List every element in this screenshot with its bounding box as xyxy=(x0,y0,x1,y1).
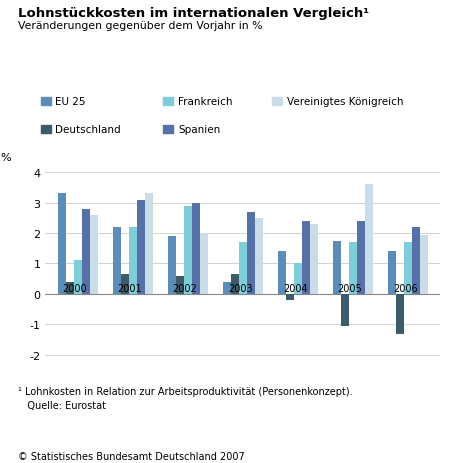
Bar xyxy=(113,227,121,294)
Bar xyxy=(255,219,263,294)
Text: Lohnstückkosten im internationalen Vergleich¹: Lohnstückkosten im internationalen Vergl… xyxy=(18,7,369,20)
Bar xyxy=(168,237,176,294)
Bar xyxy=(145,194,153,294)
Text: © Statistisches Bundesamt Deutschland 2007: © Statistisches Bundesamt Deutschland 20… xyxy=(18,451,245,462)
Text: 2000: 2000 xyxy=(63,284,87,294)
Bar xyxy=(176,276,184,294)
Text: 2005: 2005 xyxy=(338,284,362,294)
Text: 2006: 2006 xyxy=(393,284,417,294)
Bar xyxy=(192,203,200,294)
Bar xyxy=(247,212,255,294)
Bar xyxy=(239,243,247,294)
Text: 2004: 2004 xyxy=(283,284,307,294)
Bar xyxy=(404,243,412,294)
Bar xyxy=(341,294,349,326)
Text: %: % xyxy=(0,153,10,163)
Text: Frankreich: Frankreich xyxy=(178,97,232,107)
Text: ¹ Lohnkosten in Relation zur Arbeitsproduktivität (Personenkonzept).
   Quelle: : ¹ Lohnkosten in Relation zur Arbeitsprod… xyxy=(18,387,353,410)
Text: Spanien: Spanien xyxy=(178,125,220,135)
Bar xyxy=(302,221,310,294)
Bar xyxy=(74,261,82,294)
Bar xyxy=(420,235,428,294)
Bar xyxy=(286,294,294,300)
Bar xyxy=(294,264,302,294)
Text: 2002: 2002 xyxy=(173,284,197,294)
Bar xyxy=(222,282,231,294)
Bar xyxy=(231,275,239,294)
Bar xyxy=(357,221,365,294)
Bar xyxy=(82,209,90,294)
Text: EU 25: EU 25 xyxy=(55,97,86,107)
Bar xyxy=(388,252,396,294)
Bar xyxy=(310,225,318,294)
Bar xyxy=(412,227,420,294)
Bar xyxy=(121,275,129,294)
Bar xyxy=(58,194,66,294)
Bar xyxy=(200,233,208,294)
Bar xyxy=(129,227,137,294)
Text: Vereinigtes Königreich: Vereinigtes Königreich xyxy=(287,97,404,107)
Bar xyxy=(184,206,192,294)
Bar xyxy=(365,185,373,294)
Bar xyxy=(66,282,74,294)
Text: Deutschland: Deutschland xyxy=(55,125,121,135)
Text: 2001: 2001 xyxy=(118,284,143,294)
Bar xyxy=(349,243,357,294)
Text: 2003: 2003 xyxy=(228,284,252,294)
Bar xyxy=(137,200,145,294)
Bar xyxy=(278,252,286,294)
Bar xyxy=(396,294,404,334)
Text: Veränderungen gegenüber dem Vorjahr in %: Veränderungen gegenüber dem Vorjahr in % xyxy=(18,21,263,31)
Bar xyxy=(333,241,341,294)
Bar xyxy=(90,215,98,294)
